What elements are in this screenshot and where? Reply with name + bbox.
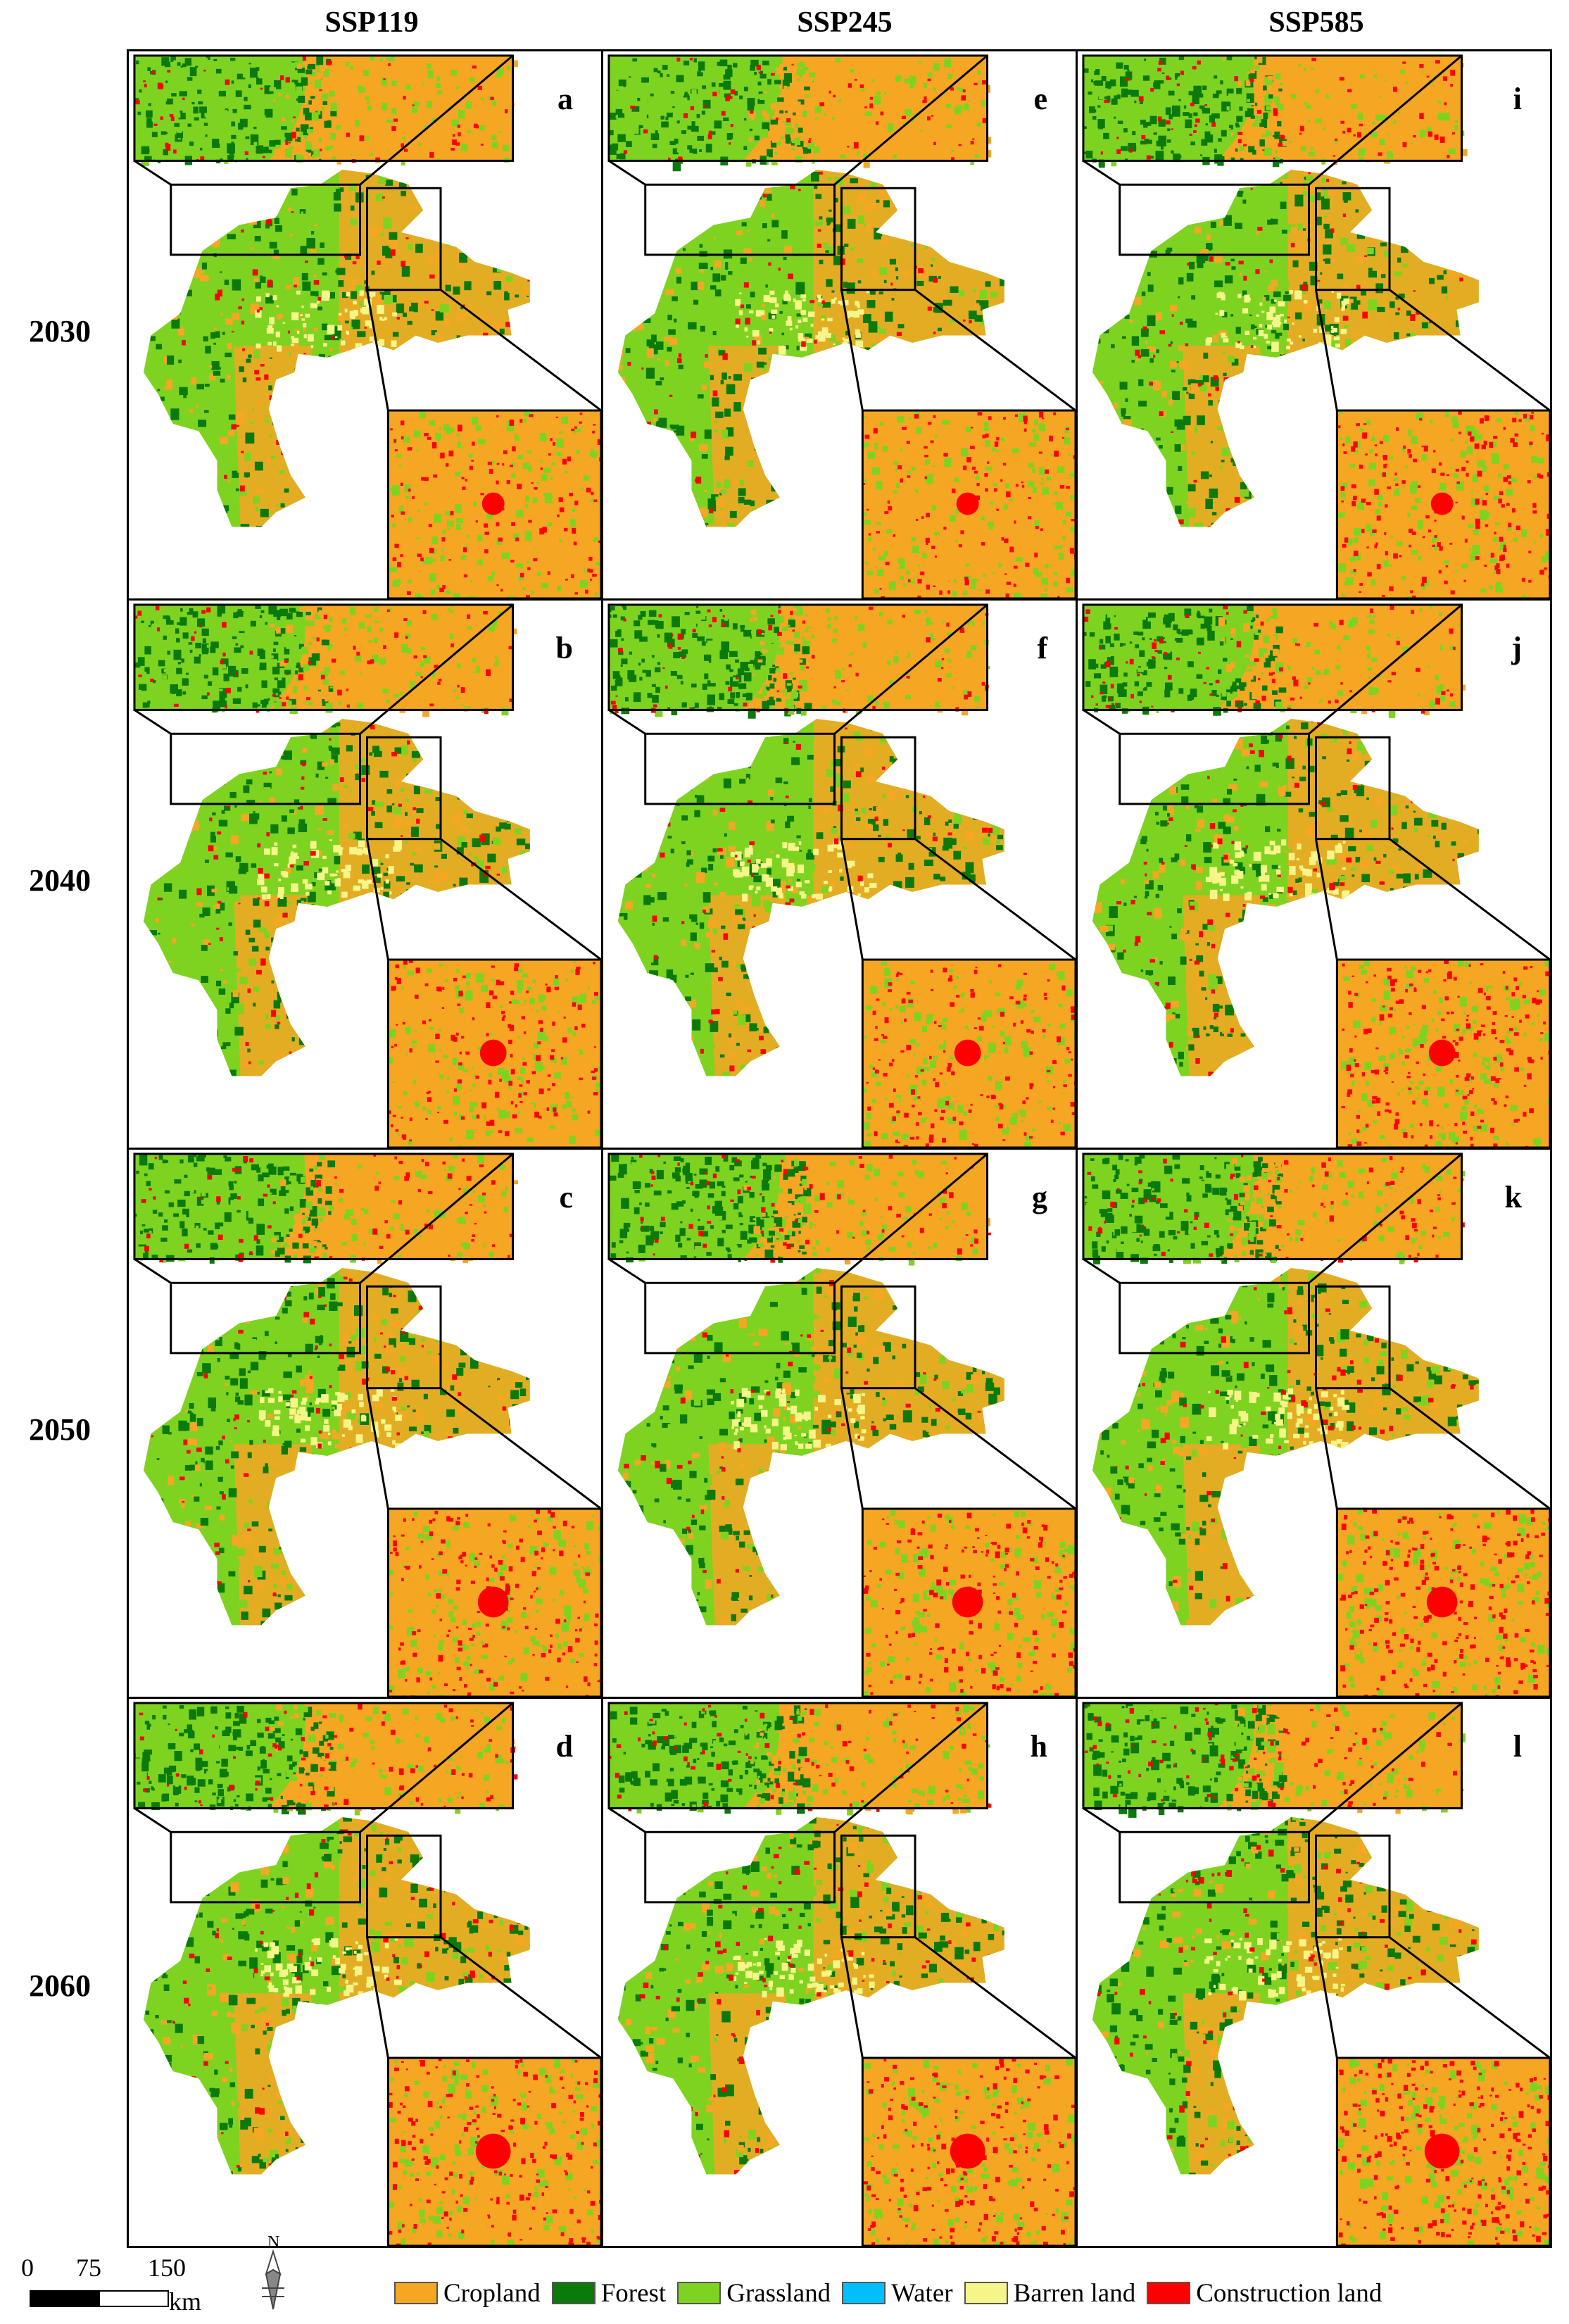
inset-north: [608, 55, 992, 172]
map-panel-i: i: [1076, 49, 1552, 601]
legend-swatch: [677, 2282, 722, 2304]
legend-swatch: [394, 2282, 438, 2304]
map-panel-c: c: [127, 1148, 603, 1699]
panel-letter: b: [556, 630, 573, 666]
column-header-ssp245: SSP245: [704, 6, 985, 39]
map-panel-f: f: [601, 598, 1078, 1150]
legend-swatch: [842, 2282, 886, 2304]
inset-north: [134, 604, 517, 717]
north-arrow-icon: N: [252, 2232, 294, 2316]
panel-letter: c: [559, 1179, 573, 1215]
land-use-map: [607, 54, 1076, 598]
inset-urban: [862, 960, 1076, 1148]
inset-north: [608, 604, 990, 719]
map-panel-h: h: [601, 1697, 1078, 2248]
inset-north: [134, 55, 518, 166]
row-label-2060: 2060: [0, 1968, 120, 2004]
map-panel-k: k: [1076, 1148, 1552, 1699]
panel-letter: l: [1513, 1728, 1522, 1764]
legend-item-water: Water: [842, 2278, 953, 2309]
land-use-map: [607, 603, 1076, 1148]
inset-urban: [1337, 960, 1550, 1148]
panel-letter: a: [557, 81, 573, 117]
inset-north: [1083, 1153, 1466, 1264]
row-label-2030: 2030: [0, 313, 120, 349]
scale-unit: km: [169, 2287, 201, 2316]
land-use-map: [1082, 603, 1550, 1148]
legend-swatch: [964, 2282, 1008, 2304]
legend-item-cropland: Cropland: [394, 2278, 541, 2309]
land-use-map: [607, 1152, 1076, 1697]
inset-north: [1083, 55, 1468, 168]
panel-letter: k: [1505, 1179, 1522, 1215]
map-panel-d: d: [127, 1697, 603, 2248]
land-use-map: [133, 603, 601, 1148]
map-grid: a e i b f j c g k d h l: [127, 49, 1552, 2248]
inset-urban: [388, 410, 601, 598]
inset-north: [608, 1153, 992, 1266]
inset-north: [134, 1702, 518, 1816]
north-label: N: [267, 2233, 279, 2251]
inset-urban: [388, 2058, 601, 2246]
legend-swatch: [1147, 2282, 1191, 2304]
scale-tick-150: 150: [148, 2253, 186, 2282]
inset-urban: [862, 1509, 1076, 1697]
inset-north: [1083, 1702, 1466, 1818]
scale-tick-0: 0: [21, 2253, 34, 2282]
scale-bar-graphic: [30, 2290, 169, 2307]
inset-north: [1083, 604, 1466, 718]
scale-tick-75: 75: [76, 2253, 101, 2282]
inset-urban: [862, 2058, 1076, 2246]
land-use-map: [133, 54, 601, 598]
map-panel-e: e: [601, 49, 1078, 601]
panel-letter: f: [1037, 630, 1047, 666]
map-panel-g: g: [601, 1148, 1078, 1699]
legend-label: Grassland: [726, 2278, 831, 2309]
land-use-map: [133, 1702, 601, 2246]
inset-urban: [388, 1509, 601, 1697]
legend-label: Forest: [601, 2278, 667, 2309]
land-use-map: [1082, 1152, 1550, 1697]
legend-label: Barren land: [1014, 2278, 1136, 2309]
panel-letter: e: [1033, 81, 1047, 117]
legend-item-construction-land: Construction land: [1147, 2278, 1382, 2309]
inset-urban: [862, 410, 1076, 598]
inset-north: [608, 1702, 992, 1816]
legend-label: Construction land: [1196, 2278, 1382, 2309]
map-panel-j: j: [1076, 598, 1552, 1150]
legend-label: Water: [891, 2278, 952, 2309]
map-panel-a: a: [127, 49, 603, 601]
row-label-2050: 2050: [0, 1412, 120, 1447]
map-panel-b: b: [127, 598, 603, 1150]
panel-letter: j: [1511, 630, 1522, 666]
map-panel-l: l: [1076, 1697, 1552, 2248]
inset-urban: [388, 960, 601, 1148]
legend-item-forest: Forest: [551, 2278, 667, 2309]
land-use-map: [133, 1152, 601, 1697]
scale-bar: 0 75 150 km: [21, 2253, 246, 2316]
inset-urban: [1337, 1509, 1550, 1697]
land-use-map: [1082, 1702, 1550, 2246]
panel-letter: d: [556, 1728, 573, 1764]
legend-label: Cropland: [443, 2278, 541, 2309]
column-header-ssp585: SSP585: [1176, 6, 1457, 39]
panel-letter: i: [1513, 81, 1522, 117]
panel-letter: g: [1032, 1179, 1047, 1215]
panel-letter: h: [1031, 1728, 1047, 1764]
land-use-map: [607, 1702, 1076, 2246]
inset-urban: [1337, 410, 1550, 598]
column-header-ssp119: SSP119: [231, 6, 512, 39]
row-label-2040: 2040: [0, 862, 120, 898]
inset-urban: [1337, 2058, 1550, 2246]
legend: Cropland Forest Grassland Water Barren land C…: [394, 2275, 1382, 2311]
legend-item-barren-land: Barren land: [964, 2278, 1136, 2309]
land-use-map: [1082, 54, 1550, 598]
legend-swatch: [551, 2282, 596, 2304]
inset-north: [134, 1153, 519, 1264]
legend-item-grassland: Grassland: [677, 2278, 831, 2309]
